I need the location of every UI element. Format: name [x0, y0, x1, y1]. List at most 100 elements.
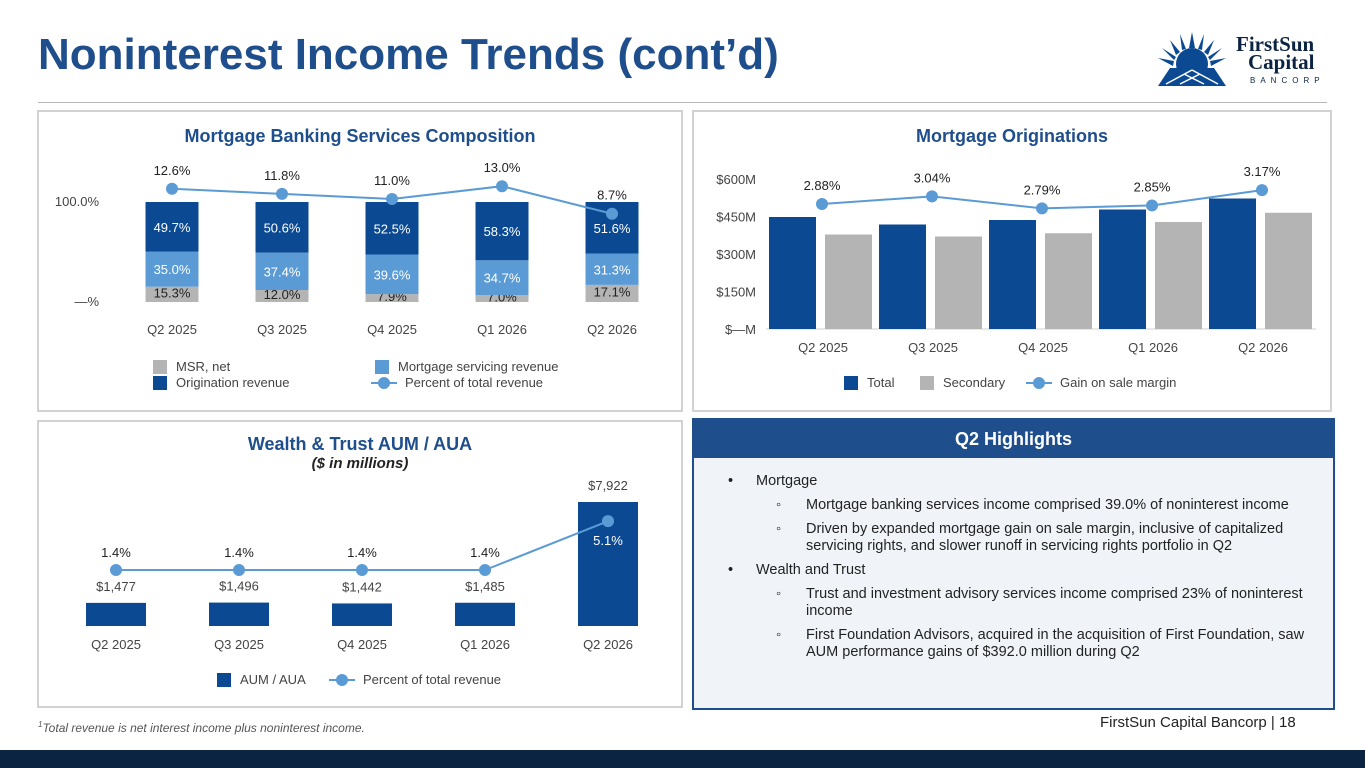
- data-label: 35.0%: [154, 262, 191, 277]
- data-label: $1,485: [465, 579, 505, 594]
- data-label: 50.6%: [264, 220, 301, 235]
- legend-msr-swatch: [153, 359, 167, 374]
- line-point: [276, 187, 288, 200]
- wealth-chart: $1,477 Q2 2025 $1,496 Q3 2025 $1,442 Q4 2025 $…: [86, 478, 638, 652]
- legend-origination: Origination revenue: [153, 375, 289, 390]
- highlights-title: Q2 Highlights: [694, 420, 1333, 458]
- legend-wealth-percent-marker: [329, 673, 355, 687]
- data-label: $7,922: [588, 478, 628, 493]
- line-label: 11.0%: [374, 173, 410, 188]
- x-tick-label: Q1 2026: [1128, 340, 1178, 355]
- x-tick-label: Q2 2025: [91, 637, 141, 652]
- legend-secondary-swatch: [920, 375, 934, 390]
- line-point: [233, 564, 245, 576]
- legend-total: Total: [844, 375, 894, 390]
- y-tick-label: $—M: [725, 322, 756, 337]
- bar-segment: [145, 286, 199, 302]
- line-point: [110, 564, 122, 576]
- line-point: [606, 207, 618, 220]
- legend-percent-marker: [371, 376, 397, 390]
- company-logo: FirstSun Capital BANCORP: [1152, 28, 1332, 90]
- y-tick-label: $450M: [716, 210, 756, 225]
- x-tick-label: Q3 2025: [908, 340, 958, 355]
- bar-segment: [475, 202, 529, 261]
- bar: [1045, 233, 1092, 329]
- legend-origination-swatch: [153, 375, 167, 390]
- legend-percent-label: Percent of total revenue: [405, 375, 544, 390]
- x-tick-label: Q1 2026: [477, 322, 527, 337]
- x-tick-label: Q4 2025: [1018, 340, 1068, 355]
- x-tick-label: Q4 2025: [337, 637, 387, 652]
- legend-total-swatch: [844, 375, 858, 390]
- logo-line-3: BANCORP: [1250, 76, 1325, 85]
- bar: [879, 224, 926, 329]
- line-label: 1.4%: [224, 545, 254, 560]
- legend-servicing: Mortgage servicing revenue: [375, 359, 558, 374]
- line-point: [496, 180, 508, 193]
- x-tick-label: Q4 2025: [367, 322, 417, 337]
- legend-origination-label: Origination revenue: [176, 375, 290, 390]
- wealth-panel: Wealth & Trust AUM / AUA ($ in millions)…: [37, 420, 683, 708]
- bar-segment: [145, 251, 199, 287]
- line-label: 5.1%: [593, 533, 623, 548]
- composition-chart: 100.0% —% 15.3% 35.0% 49.7% Q2 2025 12.0% 37.4%…: [55, 160, 639, 337]
- data-label: 52.5%: [374, 221, 411, 236]
- legend-aum-label: AUM / AUA: [240, 672, 306, 687]
- y-tick-label: $600M: [716, 172, 756, 187]
- line-point: [386, 193, 398, 205]
- bar: [455, 602, 515, 626]
- bar-segment: [475, 295, 529, 302]
- bar-segment: [255, 290, 309, 302]
- highlights-panel: Q2 Highlights Mortgage Mortgage banking …: [692, 418, 1335, 710]
- line-label: 11.8%: [264, 168, 300, 183]
- wealth-title: Wealth & Trust AUM / AUA: [247, 434, 473, 454]
- legend-margin-label: Gain on sale margin: [1060, 375, 1177, 390]
- x-tick-label: Q2 2026: [583, 637, 633, 652]
- y-tick-label: 100.0%: [55, 194, 100, 209]
- bottom-bar: [0, 750, 1365, 768]
- line-point: [1256, 184, 1268, 197]
- bar: [769, 217, 816, 329]
- x-tick-label: Q2 2026: [587, 322, 637, 337]
- legend-total-label: Total: [867, 375, 895, 390]
- bar-segment: [255, 252, 309, 290]
- data-label: 17.1%: [594, 284, 631, 299]
- x-tick-label: Q1 2026: [460, 637, 510, 652]
- line-point: [479, 564, 491, 576]
- line-label: 1.4%: [101, 545, 131, 560]
- line-point: [816, 198, 828, 210]
- highlight-subbullet: Driven by expanded mortgage gain on sale…: [728, 521, 1315, 555]
- composition-panel: Mortgage Banking Services Composition 10…: [37, 110, 683, 412]
- legend-wealth-percent-label: Percent of total revenue: [363, 672, 502, 687]
- title-divider: [38, 102, 1327, 103]
- x-tick-label: Q3 2025: [257, 322, 307, 337]
- line-label: 2.85%: [1134, 179, 1171, 194]
- data-label: $1,477: [96, 579, 136, 594]
- x-tick-label: Q3 2025: [214, 637, 264, 652]
- data-label: 49.7%: [154, 220, 191, 235]
- line-label: 3.04%: [914, 170, 951, 185]
- footnote-marker: 1: [38, 720, 43, 729]
- data-label: 51.6%: [594, 221, 631, 236]
- line-label: 2.79%: [1024, 182, 1061, 197]
- data-label: $1,496: [219, 579, 259, 594]
- highlight-subbullet: First Foundation Advisors, acquired in t…: [728, 627, 1315, 661]
- highlight-subbullet: Trust and investment advisory services i…: [728, 586, 1315, 620]
- highlight-bullet-wealth: Wealth and Trust: [728, 562, 1315, 579]
- bar-segment: [475, 260, 529, 295]
- bar-segment: [255, 202, 309, 253]
- wealth-subtitle: ($ in millions): [311, 455, 409, 472]
- line-label: 2.88%: [804, 178, 841, 193]
- highlight-subbullet: Mortgage banking services income compris…: [728, 497, 1315, 514]
- legend-margin-marker: [1026, 376, 1052, 390]
- y-tick-label: $150M: [716, 285, 756, 300]
- line-point: [356, 564, 368, 576]
- data-label: $1,442: [342, 579, 382, 594]
- page-footer: FirstSun Capital Bancorp | 18: [1100, 714, 1296, 731]
- legend-percent: Percent of total revenue: [371, 375, 543, 390]
- legend-servicing-label: Mortgage servicing revenue: [398, 359, 559, 374]
- bar: [935, 236, 982, 329]
- highlights-body: Mortgage Mortgage banking services incom…: [694, 458, 1333, 661]
- y-tick-label: —%: [74, 294, 99, 309]
- page-title: Noninterest Income Trends (cont’d): [38, 30, 779, 79]
